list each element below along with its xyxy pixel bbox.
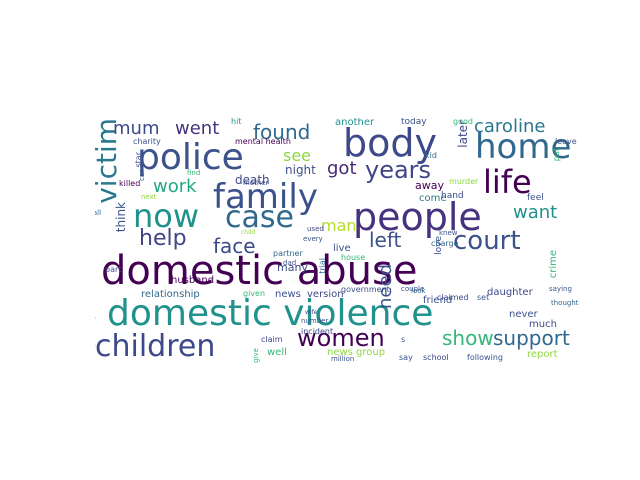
cloud-word: man <box>321 216 357 235</box>
cloud-word: claim <box>261 335 283 344</box>
cloud-word: daughter <box>487 287 533 298</box>
cloud-word: leave <box>555 137 577 146</box>
cloud-word: left <box>369 228 402 252</box>
cloud-word: another <box>335 118 375 128</box>
cloud-word: years <box>365 156 432 184</box>
cloud-word: think <box>114 202 128 233</box>
cloud-word: got <box>327 158 357 179</box>
cloud-word: mother <box>243 179 269 187</box>
cloud-word: police <box>137 137 244 178</box>
cloud-word: death <box>235 173 270 187</box>
cloud-word: help <box>139 226 187 251</box>
cloud-word: given <box>243 289 266 298</box>
cloud-word: live <box>333 243 351 254</box>
cloud-word: give <box>252 348 260 363</box>
cloud-word: next <box>141 193 157 201</box>
cloud-word: domestic abuse <box>101 248 418 294</box>
cloud-word: school <box>423 353 449 362</box>
cloud-word: children <box>95 329 216 364</box>
cloud-word: trial <box>318 258 327 274</box>
cloud-word: friend <box>423 295 453 306</box>
cloud-word: today <box>401 118 427 127</box>
cloud-word: wife <box>305 309 318 316</box>
cloud-word: many <box>277 261 308 274</box>
cloud-word: news <box>275 289 301 300</box>
cloud-word: saying <box>549 285 572 293</box>
cloud-word: version <box>307 289 344 300</box>
cloud-word: every <box>303 235 323 243</box>
cloud-word: say <box>399 353 413 362</box>
cloud-word: thought <box>551 299 579 307</box>
cloud-word: knew <box>439 229 458 237</box>
cloud-word: never <box>509 309 538 320</box>
cloud-word: people <box>353 195 482 239</box>
cloud-word: women <box>297 324 385 352</box>
cloud-word: well <box>267 347 287 358</box>
cloud-word: crime <box>548 250 559 279</box>
cloud-word: come <box>419 193 447 204</box>
cloud-word: million <box>331 355 355 363</box>
cloud-word: murder <box>449 177 479 186</box>
cloud-word: partner <box>273 249 303 258</box>
cloud-word: now <box>133 197 200 235</box>
cloud-word: husband <box>171 275 215 286</box>
cloud-word: life <box>483 163 532 201</box>
cloud-word: support <box>493 326 570 350</box>
cloud-word: look <box>411 287 426 295</box>
cloud-word: good <box>453 118 473 126</box>
word-cloud: domestic abuse domestic violence people fam… <box>95 118 585 368</box>
cloud-word: much <box>529 319 557 330</box>
cloud-word: part <box>105 265 122 274</box>
cloud-word: night <box>285 163 316 177</box>
cloud-word: star <box>134 152 143 168</box>
cloud-word: killed <box>119 179 141 188</box>
cloud-word: child <box>241 229 256 236</box>
cloud-word: face <box>213 234 256 258</box>
cloud-word: found <box>253 120 311 144</box>
cloud-word: love <box>434 236 444 255</box>
cloud-word: news group <box>327 347 386 358</box>
cloud-word: want <box>513 202 558 223</box>
cloud-word: number <box>301 317 329 325</box>
cloud-word: charity <box>133 137 161 146</box>
cloud-word: report <box>527 349 558 360</box>
cloud-word: woman <box>95 300 100 366</box>
cloud-word: family <box>213 177 318 217</box>
cloud-word: away <box>415 179 444 192</box>
cloud-word: work <box>153 176 197 197</box>
cloud-word: hand <box>441 191 464 201</box>
cloud-word: mum <box>113 118 160 139</box>
cloud-word: relationship <box>141 289 200 300</box>
cloud-word: house <box>341 253 366 262</box>
cloud-word: caroline <box>474 118 546 137</box>
cloud-word: charge <box>431 239 459 248</box>
cloud-word: domestic violence <box>107 293 434 334</box>
cloud-word: see <box>283 146 312 165</box>
cloud-word: show <box>442 326 494 350</box>
cloud-word: find <box>187 169 201 177</box>
cloud-word: hit <box>231 118 242 126</box>
cloud-word: claimed <box>437 293 469 302</box>
cloud-word: set <box>477 293 490 302</box>
cloud-word: government <box>341 285 390 294</box>
cloud-word: feel <box>527 193 544 203</box>
cloud-word: s <box>401 335 406 344</box>
cloud-word: car <box>138 170 146 182</box>
cloud-word: couple <box>401 285 425 293</box>
cloud-word: incident <box>301 327 334 336</box>
cloud-word: went <box>175 118 220 139</box>
cloud-word: court <box>453 226 521 256</box>
cloud-word: mental health <box>235 137 291 146</box>
cloud-word: kid <box>425 151 437 160</box>
cloud-word: used <box>307 225 324 233</box>
cloud-word: home <box>475 127 572 167</box>
cloud-word: put <box>552 148 561 162</box>
cloud-word: following <box>467 353 503 362</box>
cloud-word: case <box>225 200 294 235</box>
cloud-word: dad <box>283 259 297 267</box>
cloud-word: body <box>343 121 437 165</box>
cloud-word: call <box>95 209 102 217</box>
